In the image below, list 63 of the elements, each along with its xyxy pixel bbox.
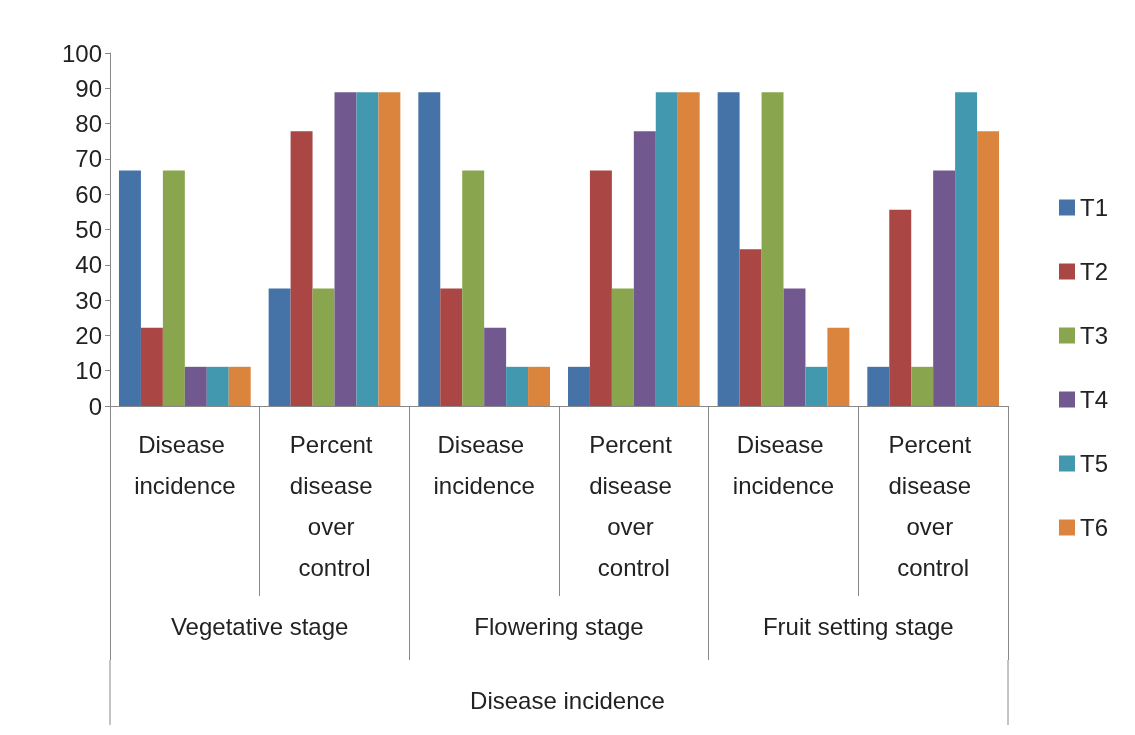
bar [140, 327, 163, 406]
legend-label: T3 [1079, 322, 1109, 349]
bar [506, 366, 529, 406]
bar [589, 170, 612, 406]
y-tick-label: 40 [75, 251, 102, 279]
text: Vegetative stage [170, 612, 349, 640]
x-tick-label: Percent disease over control [589, 431, 679, 581]
bar [567, 366, 590, 406]
bar [118, 170, 141, 406]
y-tick-label: 90 [75, 74, 102, 102]
bar [334, 92, 357, 406]
legend-label: T1 [1079, 194, 1109, 221]
bar [418, 92, 441, 406]
legend-label: T4 [1079, 386, 1109, 413]
bar [889, 209, 912, 406]
bar [867, 366, 890, 406]
bar [933, 170, 956, 406]
text: Fruit setting stage [762, 612, 954, 640]
y-tick-label: 60 [75, 180, 102, 208]
bar [528, 366, 551, 406]
bar [206, 366, 229, 406]
y-tick-label: 50 [75, 216, 102, 243]
legend-label: T5 [1079, 450, 1109, 477]
x-tick-label: Disease incidence [433, 431, 535, 499]
bar [440, 288, 463, 406]
bar [162, 170, 185, 406]
x-tick-label: Disease incidence [134, 431, 236, 499]
bar [911, 366, 934, 406]
bar [655, 92, 678, 406]
x-tick-label: Disease incidence [732, 431, 835, 499]
legend-label: T6 [1079, 514, 1109, 541]
x-tick-label: Percent disease over control [888, 431, 978, 581]
bar [633, 131, 656, 406]
legend-label: T2 [1079, 258, 1109, 285]
y-tick-label: 100 [61, 39, 102, 67]
bar [462, 170, 485, 406]
bar [827, 327, 850, 406]
y-tick-label: 20 [75, 321, 102, 349]
bar [268, 288, 291, 406]
bar [739, 249, 762, 406]
bar [717, 92, 740, 406]
bar [356, 92, 379, 406]
y-tick-label: 10 [75, 357, 102, 385]
bar [228, 366, 251, 406]
y-tick-label: 70 [75, 145, 102, 173]
bar [677, 92, 700, 406]
y-tick-label: 30 [75, 286, 102, 314]
bar [312, 288, 335, 406]
bar [955, 92, 978, 406]
bar [805, 366, 828, 406]
y-tick-label: 0 [88, 392, 102, 420]
text: Flowering stage [474, 612, 644, 640]
x-axis-title: Disease incidence [470, 686, 665, 714]
bar [761, 92, 784, 406]
bar [290, 131, 313, 406]
bar [378, 92, 401, 406]
bar [783, 288, 806, 406]
y-tick-label: 80 [75, 110, 102, 138]
bar [484, 327, 507, 406]
bar [611, 288, 634, 406]
bar [977, 131, 1000, 406]
x-tick-label: Percent disease over control [289, 431, 380, 581]
bar [184, 366, 207, 406]
